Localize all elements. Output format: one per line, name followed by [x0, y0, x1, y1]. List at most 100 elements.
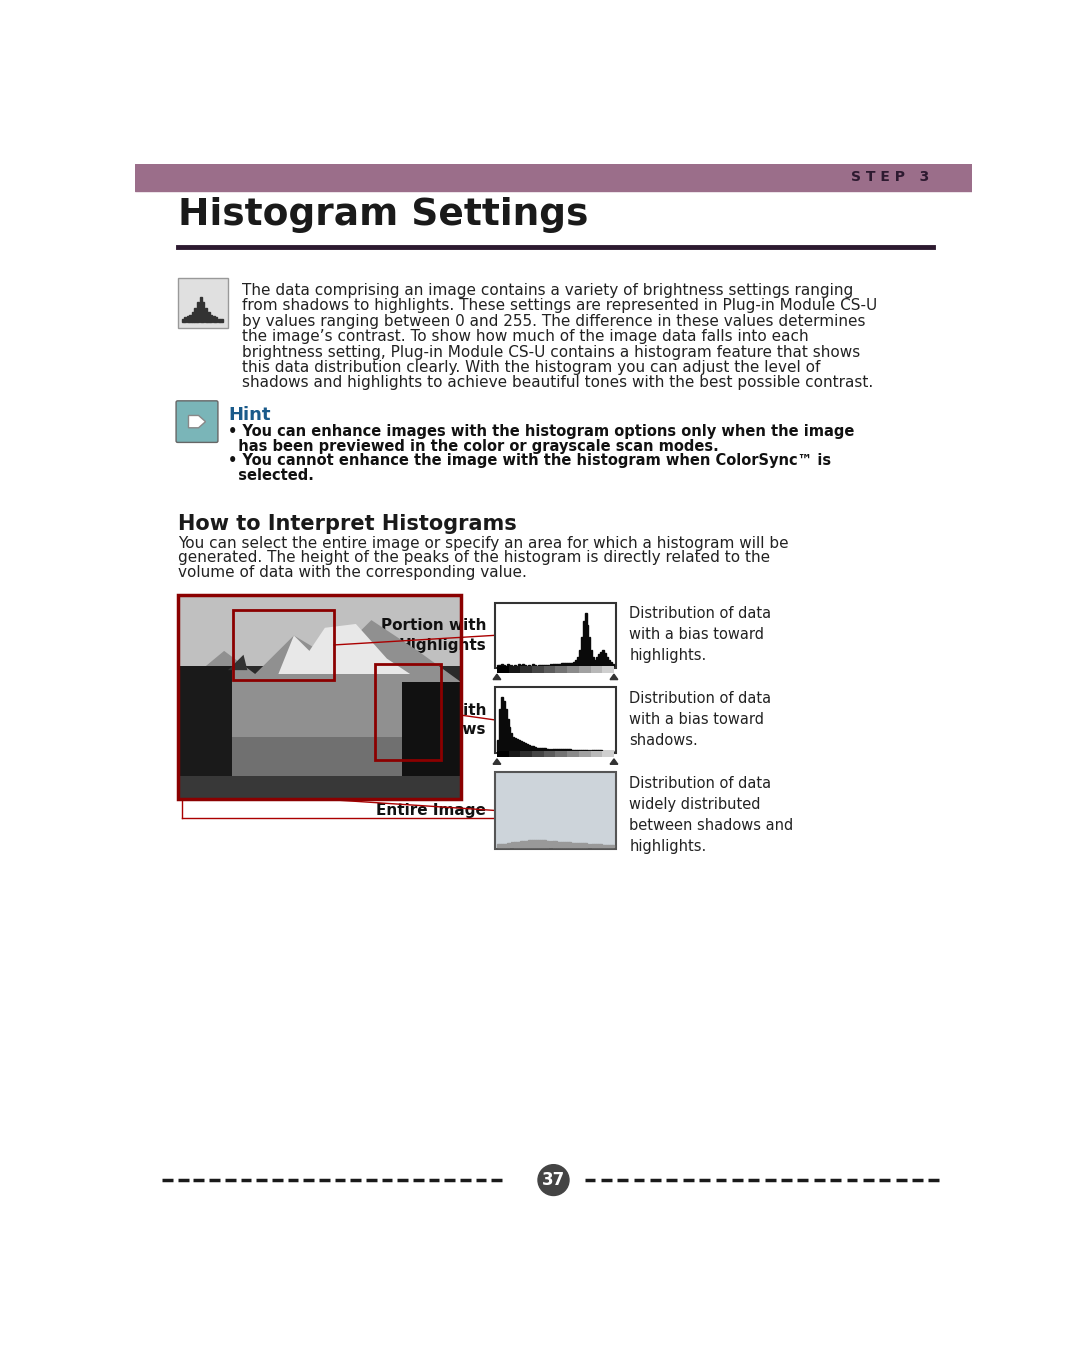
Bar [596, 844, 598, 847]
Bar [603, 667, 613, 672]
Bar [534, 747, 536, 752]
Bar [205, 308, 207, 322]
Bar [545, 840, 548, 847]
Bar [612, 846, 613, 847]
Bar [555, 664, 557, 667]
Bar [516, 842, 518, 847]
Bar [497, 667, 509, 672]
Bar [542, 840, 543, 847]
Bar [591, 649, 593, 667]
Text: Histogram Settings: Histogram Settings [177, 196, 588, 233]
Bar [135, 164, 972, 191]
Bar [232, 738, 403, 783]
Bar [603, 844, 604, 847]
Bar [518, 664, 521, 667]
Bar [564, 663, 565, 667]
Bar [606, 844, 608, 847]
Bar [499, 844, 501, 847]
Bar [562, 842, 563, 847]
Bar [375, 664, 441, 760]
Bar [598, 655, 600, 667]
Text: The data comprising an image contains a variety of brightness settings ranging: The data comprising an image contains a … [242, 284, 853, 297]
Bar [507, 664, 509, 667]
Bar [596, 656, 598, 667]
Bar [583, 621, 584, 667]
Bar [509, 667, 521, 672]
Bar [567, 663, 569, 667]
Text: Entire Image: Entire Image [376, 803, 486, 818]
Bar [569, 749, 571, 752]
Bar [538, 749, 540, 752]
Bar [213, 316, 215, 322]
Text: S T E P   3: S T E P 3 [851, 170, 930, 184]
Bar [598, 844, 600, 847]
Text: volume of data with the corresponding value.: volume of data with the corresponding va… [177, 565, 527, 580]
Bar [501, 697, 502, 752]
Bar [528, 745, 530, 752]
Text: 37: 37 [542, 1172, 565, 1189]
Text: Distribution of data
with a bias toward
shadows.: Distribution of data with a bias toward … [630, 692, 771, 747]
Bar [521, 741, 523, 752]
Text: selected.: selected. [228, 468, 314, 483]
Bar [579, 843, 581, 847]
Bar [497, 752, 613, 757]
Bar [555, 752, 567, 757]
Bar [553, 664, 555, 667]
Bar [177, 595, 460, 666]
Bar [523, 842, 524, 847]
Bar [577, 750, 579, 752]
Bar [581, 637, 582, 667]
Bar [507, 719, 509, 752]
Bar [511, 843, 512, 847]
Bar [509, 727, 511, 752]
Bar [524, 743, 526, 752]
Bar [584, 843, 586, 847]
Bar [207, 312, 210, 322]
Bar [501, 664, 502, 667]
Bar [518, 842, 521, 847]
Bar [497, 739, 499, 752]
Bar [575, 843, 577, 847]
Bar [497, 844, 499, 847]
Text: Distribution of data
widely distributed
between shadows and
highlights.: Distribution of data widely distributed … [630, 776, 794, 854]
Polygon shape [177, 621, 460, 799]
Bar [530, 746, 532, 752]
Bar [532, 746, 534, 752]
Text: • You can enhance images with the histogram options only when the image: • You can enhance images with the histog… [228, 424, 854, 439]
Bar [543, 752, 555, 757]
Bar [555, 749, 557, 752]
Bar [189, 315, 191, 322]
Bar [552, 842, 553, 847]
Bar [177, 776, 460, 799]
Bar [528, 666, 530, 667]
Text: Distribution of data
with a bias toward
highlights.: Distribution of data with a bias toward … [630, 607, 771, 663]
Bar [511, 732, 512, 752]
Bar [559, 663, 562, 667]
Bar [579, 667, 591, 672]
Text: How to Interpret Histograms: How to Interpret Histograms [177, 514, 516, 535]
Bar [496, 772, 616, 848]
Bar [499, 709, 501, 752]
Bar [524, 840, 526, 847]
Bar [550, 749, 552, 752]
Bar [543, 666, 545, 667]
Bar [503, 701, 504, 752]
Bar [567, 667, 579, 672]
Bar [573, 663, 575, 667]
Bar [571, 843, 572, 847]
Bar [496, 687, 616, 753]
Bar [528, 840, 530, 847]
Bar [612, 664, 613, 667]
Text: has been previewed in the color or grayscale scan modes.: has been previewed in the color or grays… [228, 439, 719, 454]
Bar [543, 749, 545, 752]
Bar [507, 843, 509, 847]
Bar [571, 750, 572, 752]
Bar [513, 738, 514, 752]
Bar [532, 840, 534, 847]
Bar [497, 664, 499, 667]
Bar [584, 612, 586, 667]
Circle shape [538, 1165, 569, 1195]
Bar [521, 752, 532, 757]
Polygon shape [403, 682, 460, 799]
Bar [610, 846, 612, 847]
